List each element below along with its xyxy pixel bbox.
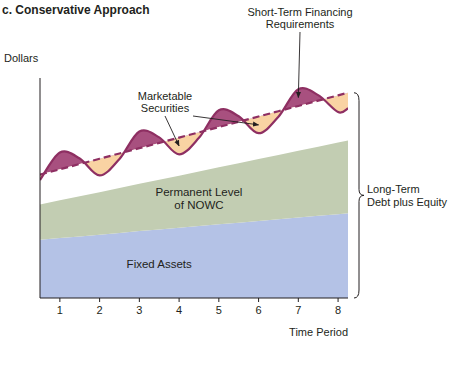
above-group — [40, 88, 348, 180]
y-axis-label: Dollars — [4, 52, 39, 64]
series-label-line: Permanent Level — [155, 186, 242, 198]
x-tick — [218, 298, 219, 302]
x-tick — [298, 298, 299, 302]
x-tick-label: 2 — [97, 304, 103, 316]
x-tick — [59, 298, 60, 302]
dashed-line — [40, 93, 348, 175]
x-axis — [40, 298, 348, 299]
x-tick-label: 5 — [216, 304, 222, 316]
annotation-arrow — [193, 116, 259, 125]
chart: c. Conservative Approach Dollars Time Peri… — [0, 0, 456, 378]
annotation-arrow — [298, 32, 300, 98]
annotation: MarketableSecurities — [138, 90, 192, 114]
x-tick-label: 7 — [295, 304, 301, 316]
plot-area — [40, 88, 348, 298]
below-group — [40, 88, 348, 180]
total-assets-line — [40, 88, 348, 180]
x-tick — [258, 298, 259, 302]
x-tick-label: 8 — [335, 304, 341, 316]
area — [40, 140, 348, 239]
series-label-line: Fixed Assets — [127, 258, 192, 270]
annotation-line: Marketable — [138, 90, 192, 102]
x-tick-label: 4 — [176, 304, 182, 316]
x-tick-label: 6 — [256, 304, 262, 316]
title: c. Conservative Approach — [2, 3, 150, 17]
brace — [354, 93, 364, 298]
series-label-line: of NOWC — [174, 199, 223, 211]
x-tick — [179, 298, 180, 302]
y-axis — [40, 78, 41, 298]
annotation-arrow — [165, 116, 179, 146]
series-label: Fixed Assets — [127, 258, 192, 270]
series-label: Permanent Levelof NOWC — [155, 186, 242, 211]
annotation: Short-Term FinancingRequirements — [247, 6, 352, 30]
series-label-line: Debt plus Equity — [367, 196, 448, 208]
annotation-line: Securities — [141, 102, 190, 114]
series-label: Long-TermDebt plus Equity — [367, 183, 448, 208]
x-tick — [139, 298, 140, 302]
surplus-region — [40, 88, 348, 180]
x-tick — [99, 298, 100, 302]
annotation-line: Requirements — [266, 18, 335, 30]
shortfall-region — [40, 88, 348, 180]
annotation-line: Short-Term Financing — [247, 6, 352, 18]
x-tick — [338, 298, 339, 302]
series-label-line: Long-Term — [367, 183, 420, 195]
x-tick-label: 3 — [136, 304, 142, 316]
x-axis-label: Time Period — [289, 326, 348, 338]
x-tick-label: 1 — [57, 304, 63, 316]
